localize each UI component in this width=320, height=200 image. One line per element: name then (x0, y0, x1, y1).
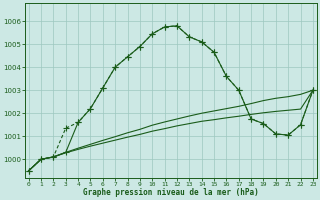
X-axis label: Graphe pression niveau de la mer (hPa): Graphe pression niveau de la mer (hPa) (83, 188, 259, 197)
